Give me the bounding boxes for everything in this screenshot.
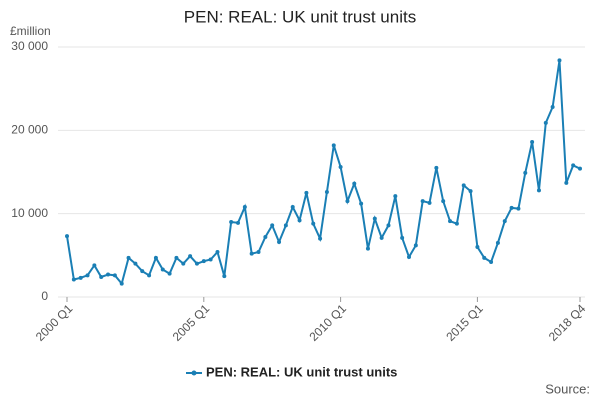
point [564,180,569,185]
point [222,274,227,279]
point [475,245,480,249]
point [434,165,439,170]
point [372,216,377,221]
point [236,220,240,225]
point [297,218,302,223]
point [420,199,425,204]
point [345,199,350,204]
x-tick-label: 2010 Q1 [307,301,350,344]
point [523,170,528,175]
point [352,181,357,186]
point [208,257,213,262]
point [454,221,459,226]
point [516,206,521,211]
point [249,251,254,256]
point [427,200,432,205]
point [365,246,370,251]
point [188,254,193,259]
chart-title: PEN: REAL: UK unit trust units [184,7,416,26]
point [441,199,446,204]
point [277,240,282,244]
y-tick-label: 30 000 [11,39,48,53]
point [578,166,582,171]
point [99,275,104,279]
point [489,260,494,264]
point [536,188,541,193]
point [448,219,453,224]
point [290,205,295,209]
point [181,261,186,266]
point [386,223,391,228]
point [571,163,576,168]
point [304,190,309,195]
x-tick-label: 2015 Q1 [443,301,486,344]
point [379,235,384,240]
point [78,275,83,280]
point [331,143,336,148]
point [147,273,152,278]
point [413,243,418,248]
point [530,140,535,144]
point [174,255,179,260]
point [393,194,398,199]
point [543,120,548,125]
y-tick-label: 10 000 [11,206,48,220]
point [71,277,76,282]
x-tick-label: 2000 Q1 [33,301,76,344]
point [126,255,131,260]
point [283,223,288,228]
point [215,250,220,254]
point [119,281,124,286]
point [167,271,172,276]
point [270,223,275,228]
point [229,220,234,224]
point [400,235,405,240]
point [133,261,138,266]
point [509,205,514,210]
y-tick-label: 20 000 [11,123,48,137]
x-tick-label: 2005 Q1 [170,301,213,344]
point [153,255,158,260]
point [468,189,473,194]
point [338,165,343,169]
x-tick-label: 2018 Q4 [546,301,589,344]
point [106,272,111,277]
point [318,236,323,241]
point [201,259,206,264]
y-unit-label: £million [10,24,51,38]
point [461,183,466,188]
point [550,105,555,109]
source-label: Source: [545,381,590,396]
point [324,190,329,194]
legend-label: PEN: REAL: UK unit trust units [206,364,397,379]
point [92,263,97,268]
point [407,255,411,259]
series-line [66,60,581,286]
point [65,234,69,239]
point [140,269,145,274]
point [256,250,261,254]
point [242,205,247,209]
y-tick-label: 0 [41,289,48,303]
point [502,219,507,224]
point [112,273,117,278]
point [495,240,500,245]
point [263,235,268,239]
point [359,201,364,206]
point [557,58,562,63]
legend-marker [191,370,197,376]
point [311,221,316,226]
point [160,267,165,272]
point [482,255,487,260]
point [85,273,90,278]
point [194,261,199,266]
